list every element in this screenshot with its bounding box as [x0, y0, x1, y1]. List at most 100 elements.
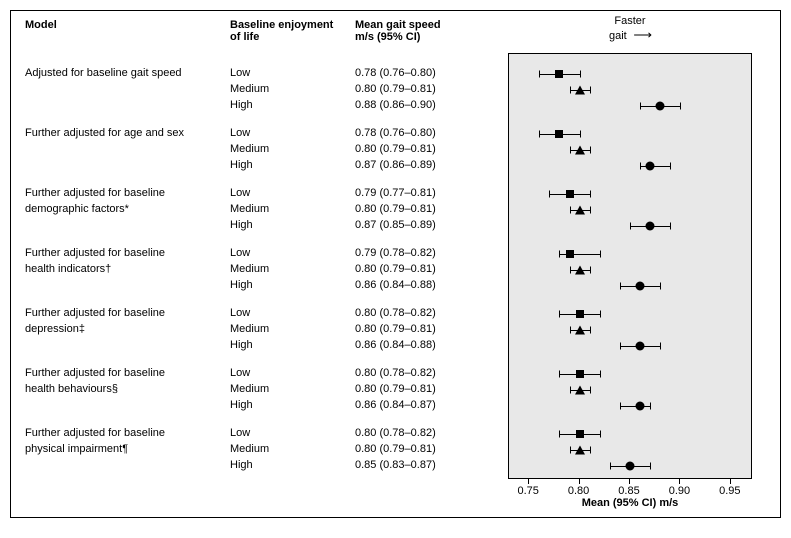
- model-label: [25, 457, 230, 473]
- table-row: High0.87 (0.85–0.89): [25, 217, 500, 233]
- table-row: High0.87 (0.86–0.89): [25, 157, 500, 173]
- ci-cap-low: [570, 327, 571, 334]
- level-label: High: [230, 277, 355, 293]
- forest-point-row: [509, 306, 751, 322]
- value-label: 0.86 (0.84–0.88): [355, 337, 500, 353]
- point-marker-triangle: [575, 86, 585, 95]
- tick-label: 0.95: [719, 485, 740, 497]
- ci-cap-high: [650, 463, 651, 470]
- table-row: Further adjusted for baselineLow0.80 (0.…: [25, 365, 500, 381]
- value-label: 0.78 (0.76–0.80): [355, 125, 500, 141]
- tick-mark: [528, 479, 529, 484]
- value-label: 0.79 (0.77–0.81): [355, 185, 500, 201]
- forest-point-row: [509, 66, 751, 82]
- table-row: High0.86 (0.84–0.88): [25, 337, 500, 353]
- model-label: [25, 97, 230, 113]
- model-label: [25, 397, 230, 413]
- model-label: Further adjusted for baseline: [25, 425, 230, 441]
- model-label: depression‡: [25, 321, 230, 337]
- model-label: Adjusted for baseline gait speed: [25, 65, 230, 81]
- ci-cap-low: [620, 283, 621, 290]
- point-marker-triangle: [575, 206, 585, 215]
- ci-cap-low: [570, 387, 571, 394]
- forest-point-row: [509, 366, 751, 382]
- figure-frame: Model Baseline enjoymentof life Mean gai…: [10, 10, 781, 518]
- level-label: Low: [230, 245, 355, 261]
- level-label: Low: [230, 185, 355, 201]
- ci-cap-high: [590, 387, 591, 394]
- data-table: Model Baseline enjoymentof life Mean gai…: [25, 19, 508, 509]
- value-label: 0.80 (0.79–0.81): [355, 261, 500, 277]
- ci-cap-high: [590, 191, 591, 198]
- point-marker-circle: [636, 342, 645, 351]
- chart-title-top: Faster: [614, 15, 645, 27]
- model-group: Further adjusted for baselineLow0.80 (0.…: [25, 365, 500, 413]
- table-row: High0.88 (0.86–0.90): [25, 97, 500, 113]
- forest-point-row: [509, 398, 751, 414]
- x-axis-label: Mean (95% CI) m/s: [508, 497, 752, 509]
- model-label: demographic factors*: [25, 201, 230, 217]
- forest-point-row: [509, 82, 751, 98]
- ci-cap-low: [610, 463, 611, 470]
- chart-direction-label: Faster gait ⟶: [508, 15, 752, 43]
- tick-label: 0.80: [568, 485, 589, 497]
- level-label: High: [230, 397, 355, 413]
- level-label: Low: [230, 125, 355, 141]
- model-group: Further adjusted for baselineLow0.79 (0.…: [25, 245, 500, 293]
- ci-cap-high: [660, 283, 661, 290]
- table-row: depression‡Medium0.80 (0.79–0.81): [25, 321, 500, 337]
- forest-point-row: [509, 426, 751, 442]
- forest-point-row: [509, 322, 751, 338]
- ci-cap-low: [559, 371, 560, 378]
- table-row: High0.85 (0.83–0.87): [25, 457, 500, 473]
- value-label: 0.79 (0.78–0.82): [355, 245, 500, 261]
- level-label: Medium: [230, 381, 355, 397]
- forest-point-row: [509, 442, 751, 458]
- ci-cap-low: [539, 131, 540, 138]
- level-label: Low: [230, 305, 355, 321]
- plot-area: [508, 53, 752, 479]
- model-label: physical impairment¶: [25, 441, 230, 457]
- x-axis: Mean (95% CI) m/s 0.75 0.80 0.85 0.90 0.95: [508, 479, 752, 509]
- header-value-line: m/s (95% CI): [355, 31, 500, 43]
- level-label: Medium: [230, 141, 355, 157]
- point-marker-triangle: [575, 326, 585, 335]
- tick-label: 0.75: [517, 485, 538, 497]
- point-marker-circle: [646, 222, 655, 231]
- table-row: Adjusted for baseline gait speedLow0.78 …: [25, 65, 500, 81]
- table-row: High0.86 (0.84–0.87): [25, 397, 500, 413]
- forest-point-row: [509, 218, 751, 234]
- forest-plot: Faster gait ⟶ Mean (95% CI) m/s 0.750.80…: [508, 19, 772, 509]
- table-row: Medium0.80 (0.79–0.81): [25, 141, 500, 157]
- ci-cap-low: [570, 267, 571, 274]
- tick-label: 0.90: [669, 485, 690, 497]
- table-row: Further adjusted for age and sexLow0.78 …: [25, 125, 500, 141]
- tick-mark: [579, 479, 580, 484]
- level-label: Medium: [230, 201, 355, 217]
- ci-cap-high: [590, 447, 591, 454]
- forest-point-row: [509, 126, 751, 142]
- level-label: High: [230, 157, 355, 173]
- ci-cap-low: [620, 403, 621, 410]
- arrow-icon: ⟶: [631, 27, 651, 42]
- point-marker-square: [555, 130, 563, 138]
- level-label: Medium: [230, 81, 355, 97]
- header-level: Baseline enjoymentof life: [230, 19, 355, 43]
- tick-mark: [679, 479, 680, 484]
- ci-cap-high: [670, 223, 671, 230]
- level-label: Medium: [230, 321, 355, 337]
- point-marker-circle: [626, 462, 635, 471]
- value-label: 0.78 (0.76–0.80): [355, 65, 500, 81]
- forest-point-row: [509, 338, 751, 354]
- point-marker-square: [576, 310, 584, 318]
- model-label: [25, 81, 230, 97]
- model-label: Further adjusted for baseline: [25, 365, 230, 381]
- table-row: Further adjusted for baselineLow0.80 (0.…: [25, 305, 500, 321]
- header-model-text: Model: [25, 19, 57, 31]
- point-marker-circle: [656, 102, 665, 111]
- level-label: Medium: [230, 261, 355, 277]
- forest-point-row: [509, 158, 751, 174]
- ci-cap-low: [559, 431, 560, 438]
- ci-cap-high: [670, 163, 671, 170]
- tick-label: 0.85: [618, 485, 639, 497]
